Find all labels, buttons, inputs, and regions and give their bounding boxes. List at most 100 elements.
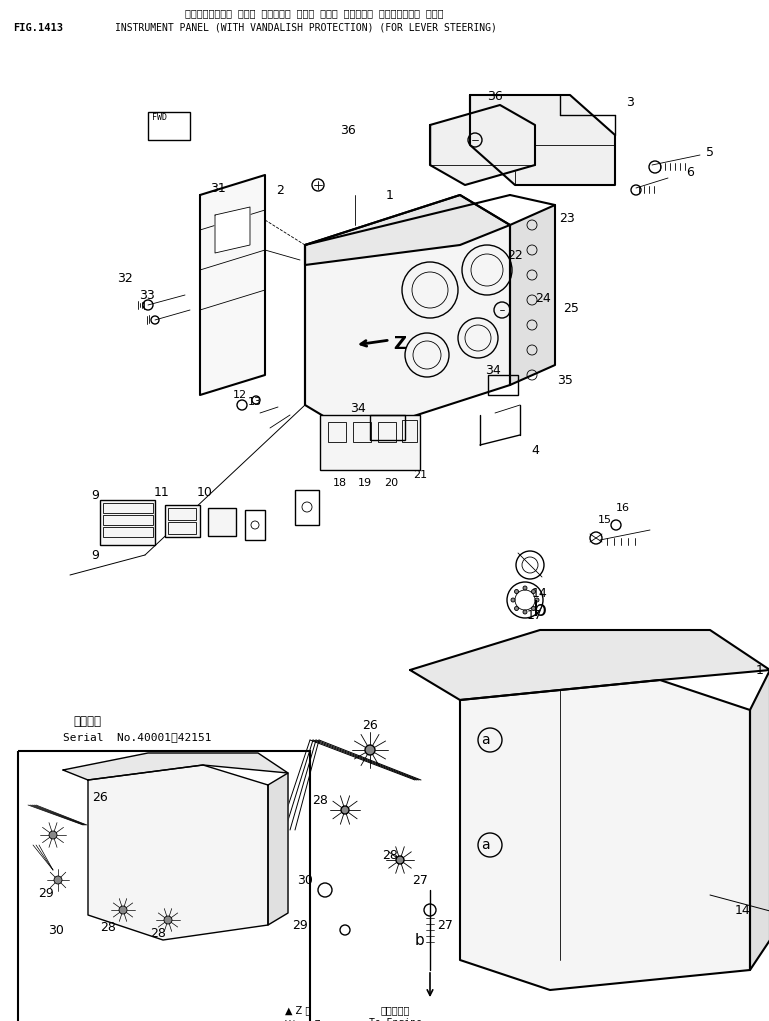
Polygon shape xyxy=(215,207,250,253)
Polygon shape xyxy=(200,175,265,395)
Circle shape xyxy=(514,606,518,611)
Text: 36: 36 xyxy=(487,91,503,103)
Text: a: a xyxy=(481,733,489,747)
Text: 11: 11 xyxy=(154,486,170,498)
Text: 22: 22 xyxy=(507,248,523,261)
Bar xyxy=(168,522,196,534)
Circle shape xyxy=(531,589,535,593)
Bar xyxy=(320,415,420,470)
Text: 15: 15 xyxy=(598,515,612,525)
Text: 34: 34 xyxy=(485,363,501,377)
Text: b: b xyxy=(533,600,547,620)
Text: FIG.1413: FIG.1413 xyxy=(13,23,63,33)
Bar xyxy=(103,515,153,525)
Bar xyxy=(100,500,155,545)
Text: 10: 10 xyxy=(197,486,213,498)
Text: 12: 12 xyxy=(233,390,247,400)
Polygon shape xyxy=(88,765,268,940)
Bar xyxy=(165,505,200,537)
Text: 32: 32 xyxy=(117,272,133,285)
Circle shape xyxy=(54,876,62,884)
Text: 2: 2 xyxy=(276,184,284,196)
Circle shape xyxy=(365,745,375,755)
Text: 28: 28 xyxy=(382,848,398,862)
Text: 29: 29 xyxy=(292,919,308,931)
Polygon shape xyxy=(305,195,510,435)
Polygon shape xyxy=(268,773,288,925)
Text: To Engine: To Engine xyxy=(368,1018,421,1021)
Text: b: b xyxy=(415,932,425,947)
Text: 34: 34 xyxy=(350,401,366,415)
Text: 1: 1 xyxy=(756,664,764,677)
Bar xyxy=(370,415,405,440)
Text: 16: 16 xyxy=(616,503,630,513)
Circle shape xyxy=(341,806,349,814)
Polygon shape xyxy=(460,680,750,990)
Text: 14: 14 xyxy=(735,904,751,917)
Text: 3: 3 xyxy=(626,96,634,108)
Circle shape xyxy=(396,856,404,864)
Text: 24: 24 xyxy=(535,292,551,304)
Text: ▲ Z 機: ▲ Z 機 xyxy=(285,1005,311,1015)
Bar xyxy=(208,508,236,536)
Bar xyxy=(295,490,319,525)
Bar xyxy=(488,375,518,395)
Text: 14: 14 xyxy=(532,586,548,599)
Text: 28: 28 xyxy=(150,926,166,939)
Bar xyxy=(18,751,310,1021)
Bar xyxy=(402,420,417,442)
Text: エンジンへ: エンジンへ xyxy=(381,1005,410,1015)
Text: 36: 36 xyxy=(340,124,356,137)
Text: 29: 29 xyxy=(38,886,54,900)
Text: 31: 31 xyxy=(210,182,226,194)
Polygon shape xyxy=(430,105,535,185)
Circle shape xyxy=(164,916,172,924)
Circle shape xyxy=(523,586,527,590)
Text: INSTRUMENT PANEL (WITH VANDALISH PROTECTION) (FOR LEVER STEERING): INSTRUMENT PANEL (WITH VANDALISH PROTECT… xyxy=(115,23,497,33)
Text: 26: 26 xyxy=(92,790,108,804)
Bar xyxy=(353,422,371,442)
Circle shape xyxy=(49,831,57,839)
Text: 33: 33 xyxy=(139,289,155,301)
Text: 23: 23 xyxy=(559,211,575,225)
Polygon shape xyxy=(305,195,510,265)
Polygon shape xyxy=(510,205,555,385)
Bar xyxy=(378,422,396,442)
Text: 13: 13 xyxy=(248,397,262,407)
Text: Serial  No.40001～42151: Serial No.40001～42151 xyxy=(63,732,211,742)
Text: 19: 19 xyxy=(358,478,372,488)
Text: 30: 30 xyxy=(297,874,313,886)
Bar xyxy=(168,508,196,520)
Text: 4: 4 xyxy=(531,443,539,456)
Polygon shape xyxy=(410,630,769,700)
Text: 5: 5 xyxy=(706,146,714,158)
Circle shape xyxy=(523,610,527,614)
Text: 30: 30 xyxy=(48,924,64,936)
Polygon shape xyxy=(750,670,769,970)
Text: 27: 27 xyxy=(437,919,453,931)
Bar xyxy=(103,503,153,513)
Bar xyxy=(148,112,190,140)
Polygon shape xyxy=(63,753,288,780)
Circle shape xyxy=(511,598,515,602)
Bar xyxy=(245,510,265,540)
Text: 適用号機: 適用号機 xyxy=(73,715,101,728)
Text: a: a xyxy=(481,838,489,852)
Text: 21: 21 xyxy=(413,470,427,480)
Text: インストルメント パネル （イタズラ ホウシ ツキ） （レバー－ ステアリングー ヨウ）: インストルメント パネル （イタズラ ホウシ ツキ） （レバー－ ステアリングー… xyxy=(185,8,444,18)
Circle shape xyxy=(531,606,535,611)
Text: 9: 9 xyxy=(91,488,99,501)
Circle shape xyxy=(514,589,518,593)
Text: 25: 25 xyxy=(563,301,579,314)
Text: 18: 18 xyxy=(333,478,347,488)
Text: 1: 1 xyxy=(386,189,394,201)
Bar xyxy=(328,422,346,442)
Circle shape xyxy=(535,598,539,602)
Text: Z: Z xyxy=(393,335,406,353)
Text: FWD: FWD xyxy=(152,113,167,121)
Text: 27: 27 xyxy=(412,874,428,886)
Polygon shape xyxy=(470,95,615,185)
Text: 28: 28 xyxy=(312,793,328,807)
Circle shape xyxy=(119,906,127,914)
Text: 26: 26 xyxy=(362,719,378,731)
